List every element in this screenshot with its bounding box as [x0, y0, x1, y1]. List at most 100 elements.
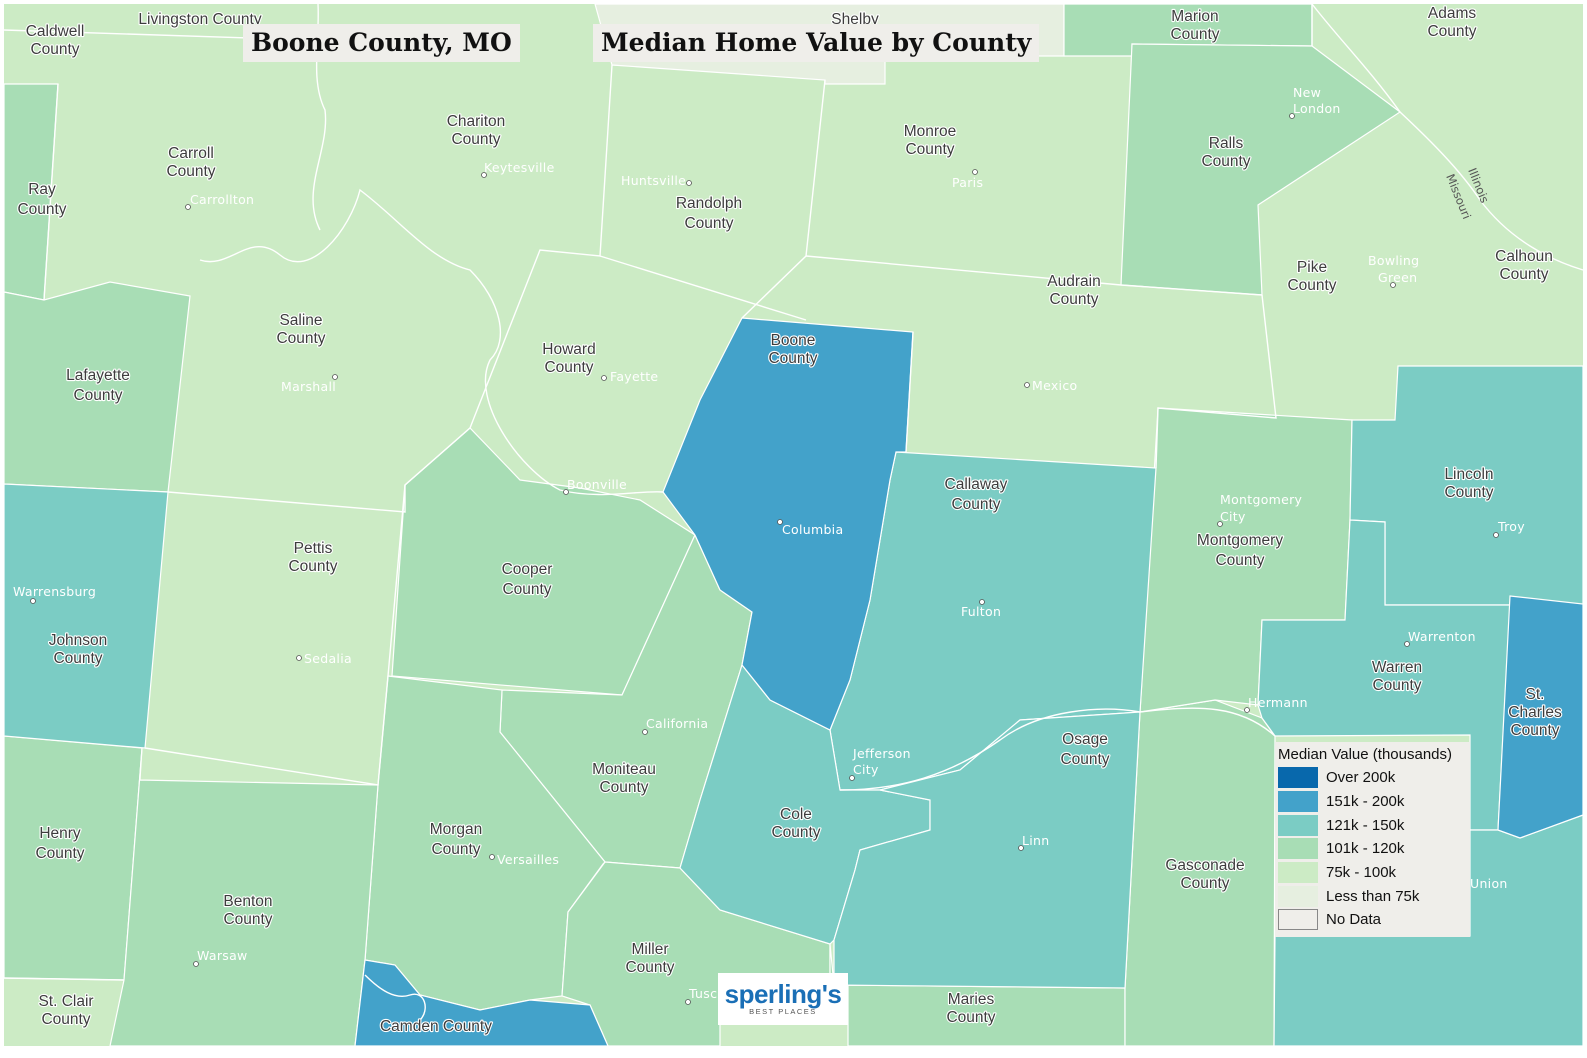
town-marshall: Marshall — [281, 374, 338, 394]
legend-swatch — [1278, 790, 1318, 812]
svg-text:Sedalia: Sedalia — [304, 651, 352, 666]
label-benton: Benton County — [223, 893, 272, 928]
legend-item: 121k - 150k — [1278, 814, 1404, 836]
label-monroe: Monroe County — [904, 123, 957, 158]
missouri-river — [199, 188, 664, 496]
label-audrain: Audrain County — [1047, 273, 1100, 308]
logo-tagline: BEST PLACES — [749, 1007, 817, 1016]
label-randolph: Randolph County — [676, 195, 742, 232]
label-moniteau: Moniteau County — [592, 761, 656, 796]
legend-label: Less than 75k — [1326, 887, 1420, 905]
svg-text:Warsaw: Warsaw — [197, 948, 248, 963]
county-line — [387, 64, 613, 677]
label-johnson: Johnson County — [49, 632, 108, 667]
sperlings-logo[interactable]: sperling's BEST PLACES — [718, 973, 848, 1025]
town-warrenton: Warrenton — [1404, 629, 1476, 647]
label-boone: Boone County — [768, 332, 817, 367]
town-huntsville: Huntsville — [621, 173, 692, 188]
label-lincoln: Lincoln County — [1444, 466, 1493, 501]
svg-text:Linn: Linn — [1022, 833, 1049, 848]
mississippi-river — [1311, 3, 1584, 271]
logo-brand: sperling's — [724, 979, 842, 1009]
town-california: California — [642, 716, 708, 735]
label-calhoun: Calhoun County — [1495, 248, 1553, 283]
gasconade-county[interactable] — [1124, 699, 1276, 1047]
cooper-county[interactable] — [391, 427, 696, 696]
svg-text:Carrollton: Carrollton — [190, 192, 254, 207]
svg-text:Hermann: Hermann — [1248, 695, 1308, 710]
county-line — [805, 255, 1263, 296]
legend-label: 121k - 150k — [1326, 816, 1405, 834]
label-saline: Saline County — [276, 312, 325, 347]
legend-title: Median Value (thousands) — [1278, 746, 1452, 763]
label-howard: Howard County — [542, 341, 595, 376]
svg-text:Fulton: Fulton — [961, 604, 1001, 619]
town-keytesville: Keytesville — [481, 160, 554, 178]
legend-swatch — [1278, 766, 1318, 788]
boone-county[interactable] — [662, 317, 914, 731]
camden-county[interactable] — [354, 959, 609, 1047]
legend-label: Over 200k — [1326, 768, 1396, 786]
osage-county[interactable] — [833, 711, 1141, 989]
osage-river — [839, 707, 1276, 791]
legend-item: 101k - 120k — [1278, 837, 1404, 859]
town-montgomery-city: Montgomery City — [1217, 492, 1303, 527]
label-henry: Henry County — [35, 825, 84, 862]
label-callaway: Callaway County — [945, 476, 1008, 513]
label-illinois-river: Illinois — [1465, 166, 1492, 205]
town-mexico: Mexico — [1024, 378, 1077, 393]
label-st-clair: St. Clair County — [38, 993, 93, 1028]
legend-item: No Data — [1278, 908, 1381, 930]
legend-label: 75k - 100k — [1326, 863, 1397, 881]
town-new-london: New London — [1289, 85, 1341, 119]
st-charles-county[interactable] — [1497, 595, 1584, 839]
label-pike: Pike County — [1287, 259, 1336, 294]
label-osage: Osage County — [1060, 731, 1109, 768]
legend-swatch — [1278, 837, 1318, 859]
label-adams: Adams County — [1427, 5, 1476, 40]
legend-label: No Data — [1326, 910, 1382, 928]
legend-label: 151k - 200k — [1326, 792, 1405, 810]
map-title-metric: Median Home Value by County — [593, 24, 1040, 62]
town-troy: Troy — [1493, 519, 1525, 538]
town-tuscumbia: Tusc — [685, 986, 717, 1005]
county-line — [1155, 294, 1277, 469]
town-carrollton: Carrollton — [185, 192, 254, 210]
svg-text:Warrensburg: Warrensburg — [13, 584, 96, 599]
svg-text:Union: Union — [1470, 876, 1508, 891]
legend-swatch — [1278, 885, 1318, 907]
town-jefferson-city: Jefferson City — [849, 746, 911, 781]
label-carroll: Carroll County — [166, 145, 215, 180]
svg-text:Versailles: Versailles — [497, 852, 559, 867]
label-st-charles: St. Charles County — [1508, 686, 1562, 739]
label-cooper: Cooper County — [502, 561, 553, 598]
legend-swatch — [1278, 814, 1318, 836]
legend: Median Value (thousands) Over 200k 151k … — [1275, 742, 1470, 937]
town-hermann: Hermann — [1244, 695, 1308, 713]
label-maries: Maries County — [946, 991, 995, 1026]
town-sedalia: Sedalia — [296, 651, 352, 666]
town-columbia: Columbia — [777, 519, 843, 537]
label-pettis: Pettis County — [288, 540, 337, 575]
legend-swatch — [1278, 861, 1318, 883]
county-line — [167, 485, 406, 513]
svg-text:Paris: Paris — [952, 175, 983, 190]
town-union: Union — [1470, 876, 1508, 891]
town-linn: Linn — [1018, 833, 1049, 851]
town-bowling-green: Bowling Green — [1368, 253, 1419, 288]
town-warsaw: Warsaw — [193, 948, 248, 967]
label-montgomery: Montgomery County — [1197, 532, 1283, 569]
svg-text:Warrenton: Warrenton — [1408, 629, 1476, 644]
legend-item: Over 200k — [1278, 766, 1395, 788]
label-chariton: Chariton County — [447, 113, 506, 148]
legend-label: 101k - 120k — [1326, 839, 1405, 857]
label-camden: Camden County — [380, 1018, 492, 1035]
town-versailles: Versailles — [489, 852, 559, 867]
